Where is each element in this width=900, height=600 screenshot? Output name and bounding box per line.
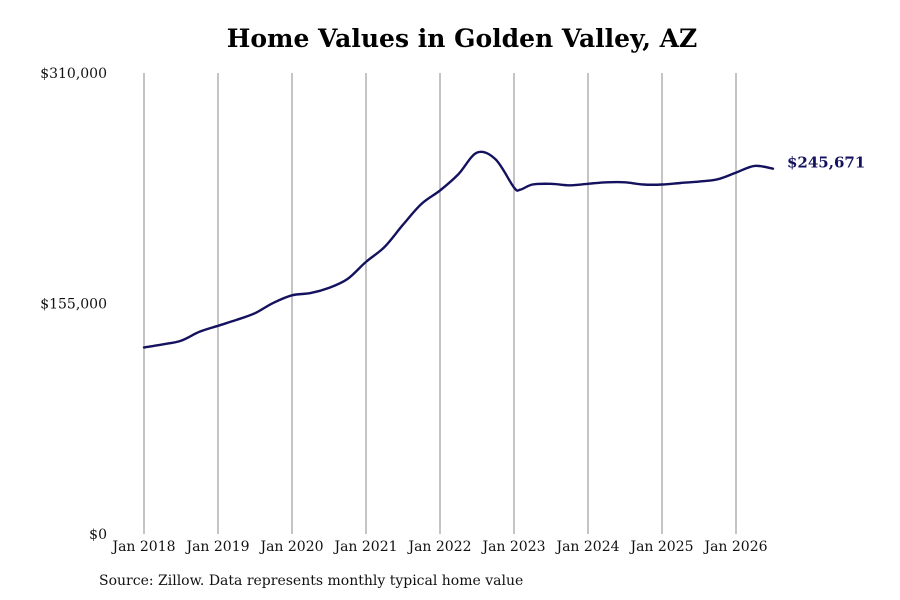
series-layer [142, 150, 775, 349]
x-tick-label: Jan 2025 [628, 539, 693, 555]
gridlines [143, 73, 737, 534]
x-axis-ticks: Jan 2018 Jan 2019 Jan 2020 Jan 2021 Jan 2022… [110, 539, 767, 555]
y-axis-ticks: $0 $155,000 $310,000 [40, 66, 107, 543]
x-tick-label: Jan 2022 [406, 539, 471, 555]
x-tick-label: Jan 2020 [258, 539, 323, 555]
series-line [142, 150, 775, 349]
end-value-label: $245,671 [787, 154, 865, 172]
y-tick-label: $0 [89, 527, 107, 543]
y-tick-label: $310,000 [40, 66, 107, 82]
x-tick-label: Jan 2023 [480, 539, 545, 555]
x-tick-label: Jan 2026 [702, 539, 767, 555]
x-tick-label: Jan 2024 [554, 539, 619, 555]
x-tick-label: Jan 2021 [332, 539, 397, 555]
x-tick-label: Jan 2018 [110, 539, 175, 555]
x-tick-label: Jan 2019 [184, 539, 249, 555]
source-note: Source: Zillow. Data represents monthly … [99, 573, 524, 589]
y-tick-label: $155,000 [40, 297, 107, 313]
chart-title: Home Values in Golden Valley, AZ [226, 24, 698, 53]
